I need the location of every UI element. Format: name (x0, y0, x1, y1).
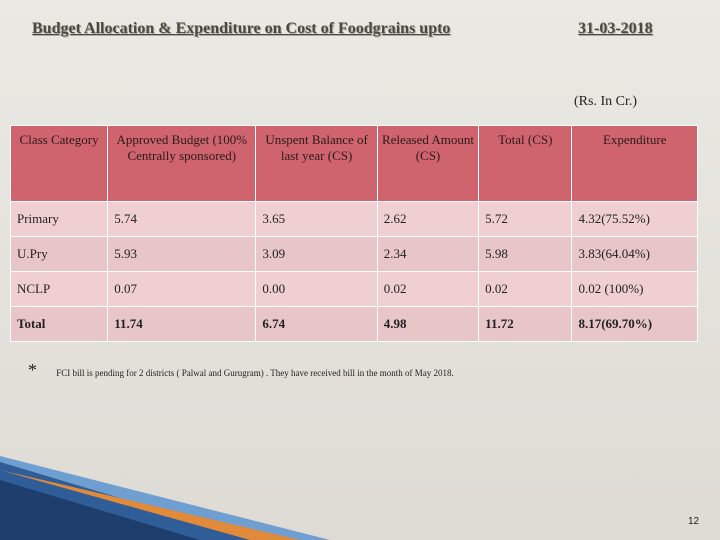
table-cell: 5.93 (107, 236, 257, 272)
unit: (Rs. In Cr.) (574, 94, 637, 109)
table-cell: 6.74 (255, 306, 378, 342)
table-cell: 4.98 (376, 306, 480, 342)
table-cell: 5.72 (478, 201, 573, 237)
table-cell: 0.02 (478, 271, 573, 307)
table-row: U.Pry 5.93 3.09 2.34 5.98 3.83(64.04%) (9, 236, 698, 272)
column-header: Class Category (9, 125, 109, 202)
column-header: Released Amount (CS) (376, 125, 480, 202)
date: 31-03-2018 (578, 20, 653, 37)
table-cell: 8.17(69.70%) (571, 306, 698, 342)
stripe (0, 470, 300, 540)
table-cell: U.Pry (9, 236, 109, 272)
table-cell: 3.65 (255, 201, 378, 237)
table-cell: 0.02 (376, 271, 480, 307)
title: Budget Allocation & Expenditure on Cost … (32, 20, 451, 37)
table-cell: NCLP (9, 271, 109, 307)
table-cell: 0.07 (107, 271, 257, 307)
column-header: Unspent Balance of last year (CS) (255, 125, 378, 202)
table-cell: 0.02 (100%) (571, 271, 698, 307)
table-cell: 5.98 (478, 236, 573, 272)
budget-table: Class Category Approved Budget (100% Cent… (9, 125, 698, 342)
column-header: Approved Budget (100% Centrally sponsore… (107, 125, 257, 202)
table-cell: 3.09 (255, 236, 378, 272)
table-row: Primary 5.74 3.65 2.62 5.72 4.32(75.52%) (9, 201, 698, 237)
table-cell: 11.72 (478, 306, 573, 342)
page-number: 12 (688, 516, 700, 527)
column-header: Expenditure (571, 125, 698, 202)
table-cell: 2.34 (376, 236, 480, 272)
column-header: Total (CS) (478, 125, 573, 202)
table-cell: 5.74 (107, 201, 257, 237)
footnote-marker: * (28, 360, 37, 380)
table-row: NCLP 0.07 0.00 0.02 0.02 0.02 (100%) (9, 271, 698, 307)
table-cell: 2.62 (376, 201, 480, 237)
stripe (0, 480, 200, 540)
table-cell: 4.32(75.52%) (571, 201, 698, 237)
table-cell: Total (9, 306, 109, 342)
table-cell: 0.00 (255, 271, 378, 307)
table-cell: Primary (9, 201, 109, 237)
header-row: Class Category Approved Budget (100% Cent… (9, 125, 698, 202)
footnote: FCI bill is pending for 2 districts ( Pa… (56, 368, 454, 378)
table-row: Total 11.74 6.74 4.98 11.72 8.17(69.70%) (9, 306, 698, 342)
table-cell: 3.83(64.04%) (571, 236, 698, 272)
table-cell: 11.74 (107, 306, 257, 342)
